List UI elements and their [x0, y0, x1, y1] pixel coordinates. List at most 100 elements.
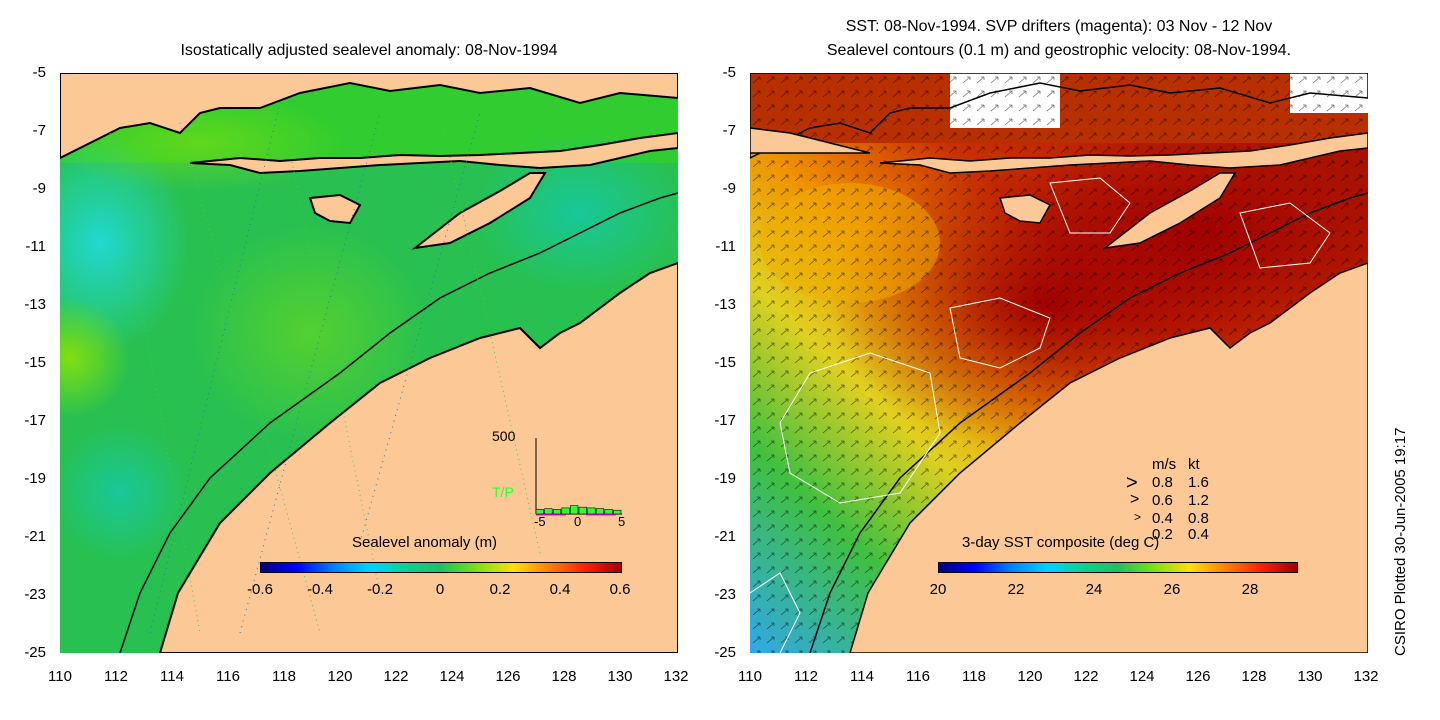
inset-bar-group: [535, 505, 622, 515]
sumba-island: [308, 193, 362, 225]
sst-map: [750, 73, 1368, 653]
x-tick: 112: [104, 668, 128, 685]
left-cb-tick: 0.4: [549, 581, 571, 598]
y-tick: -13: [714, 296, 736, 313]
inset-bar: [613, 509, 622, 515]
y-tick: -19: [714, 470, 736, 487]
inset-bar: [535, 509, 544, 515]
y-tick: -23: [24, 586, 46, 603]
left-panel-title: Isostatically adjusted sealevel anomaly:…: [180, 42, 558, 59]
y-tick: -15: [24, 354, 46, 371]
sealevel-anomaly-map: [60, 73, 678, 653]
y-tick: -5: [722, 64, 736, 81]
legend-header-kt: kt: [1188, 456, 1200, 473]
sst-svg: [750, 73, 1368, 653]
x-tick: 110: [48, 668, 72, 685]
y-tick: -7: [722, 122, 736, 139]
x-tick: 114: [160, 668, 184, 685]
australia-landmass: [158, 261, 678, 653]
left-colorbar-label: Sealevel anomaly (m): [352, 534, 498, 551]
x-tick: 126: [495, 668, 521, 685]
left-colorbar: [260, 562, 622, 573]
legend-kt-value: 1.2: [1188, 492, 1209, 509]
legend-ms-value: 0.4: [1152, 510, 1173, 527]
x-tick: 112: [794, 668, 818, 685]
legend-kt-value: 0.4: [1188, 526, 1209, 543]
x-tick: 128: [1241, 668, 1267, 685]
y-tick: -25: [714, 644, 736, 661]
inset-x-tick: -5: [534, 514, 546, 529]
sealevel-contour: [949, 297, 1051, 369]
right-cb-tick: 20: [929, 581, 947, 598]
x-tick: 132: [1353, 668, 1379, 685]
sealevel-contour: [1049, 177, 1131, 234]
x-tick: 114: [850, 668, 874, 685]
y-tick: -11: [715, 238, 736, 255]
y-tick: -5: [32, 64, 46, 81]
inset-bar: [604, 509, 613, 515]
x-tick: 120: [1017, 668, 1043, 685]
y-tick: -9: [32, 180, 46, 197]
x-tick: 124: [439, 668, 465, 685]
lesser-sunda-islands: [189, 131, 678, 175]
inset-y-label: 500: [492, 428, 516, 444]
y-tick: -11: [25, 238, 46, 255]
sealevel-anomaly-svg: [60, 73, 678, 653]
inset-bar: [570, 505, 579, 515]
inset-bar: [561, 507, 570, 515]
legend-kt-value: 1.6: [1188, 474, 1209, 491]
left-cb-tick: 0.2: [489, 581, 511, 598]
left-cb-tick: 0.6: [609, 581, 631, 598]
sealevel-contour: [779, 352, 941, 504]
y-tick: -17: [714, 412, 736, 429]
x-tick: 120: [327, 668, 353, 685]
right-cb-tick: 26: [1163, 581, 1181, 598]
left-cb-tick: -0.2: [367, 581, 393, 598]
x-tick: 130: [607, 668, 633, 685]
y-tick: -23: [714, 586, 736, 603]
left-cb-tick: -0.4: [307, 581, 333, 598]
x-tick: 124: [1129, 668, 1155, 685]
inset-bar: [595, 508, 605, 515]
right-colorbar: [938, 562, 1298, 573]
x-tick: 110: [738, 668, 762, 685]
sealevel-contour: [1239, 202, 1331, 269]
y-tick: -7: [32, 122, 46, 139]
legend-kt-value: 0.8: [1188, 510, 1209, 527]
x-tick: 116: [906, 668, 930, 685]
inset-x-tick: 5: [618, 514, 626, 529]
y-tick: -19: [24, 470, 46, 487]
x-tick: 122: [1073, 668, 1099, 685]
x-tick: 130: [1297, 668, 1323, 685]
inset-bar: [544, 508, 553, 515]
right-panel-title-line1: SST: 08-Nov-1994. SVP drifters (magenta)…: [845, 18, 1273, 35]
right-cb-tick: 28: [1241, 581, 1259, 598]
y-tick: -21: [24, 528, 46, 545]
y-tick: -13: [24, 296, 46, 313]
left-cb-tick: 0: [435, 581, 445, 598]
timor-island: [411, 172, 547, 250]
x-tick: 118: [962, 668, 986, 685]
x-tick: 116: [216, 668, 240, 685]
x-tick: 126: [1185, 668, 1211, 685]
legend-arrow-icon: >: [1134, 510, 1142, 524]
y-tick: -25: [24, 644, 46, 661]
right-colorbar-label: 3-day SST composite (deg C): [962, 534, 1160, 551]
x-tick: 128: [551, 668, 577, 685]
y-tick: -9: [722, 180, 736, 197]
y-tick: -17: [24, 412, 46, 429]
inset-source-label: T/P: [492, 484, 514, 500]
x-tick: 122: [383, 668, 409, 685]
x-tick: 132: [663, 668, 689, 685]
left-inset-histogram: 500 T/P -5 0 5: [486, 428, 636, 538]
inset-x-tick: 0: [574, 514, 582, 529]
inset-bar: [552, 509, 562, 515]
legend-ms-value: 0.6: [1152, 492, 1173, 509]
right-cb-tick: 22: [1007, 581, 1025, 598]
x-tick: 118: [272, 668, 296, 685]
legend-ms-value: 0.8: [1152, 474, 1173, 491]
legend-ms-value: 0.2: [1152, 526, 1173, 543]
legend-arrow-icon: >: [1126, 472, 1138, 494]
y-tick: -15: [714, 354, 736, 371]
legend-arrow-icon: >: [1130, 491, 1140, 508]
